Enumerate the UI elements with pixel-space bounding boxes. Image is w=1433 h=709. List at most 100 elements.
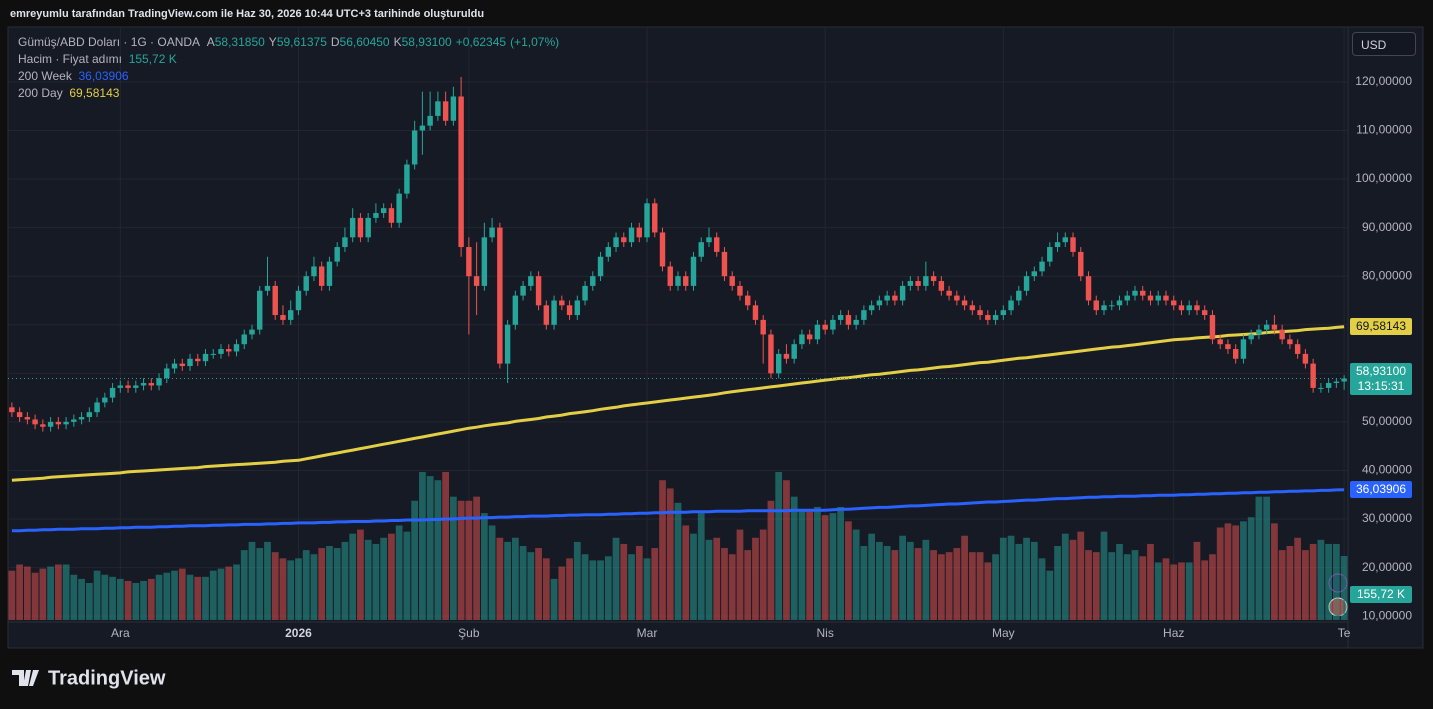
candle-body: [458, 96, 464, 248]
volume-bar: [635, 546, 643, 620]
volume-bar: [674, 502, 682, 620]
volume-bar: [155, 574, 163, 620]
volume-bar: [597, 560, 604, 620]
candle-body: [930, 276, 937, 282]
candle-body: [373, 213, 379, 218]
candle-body: [1279, 329, 1285, 340]
currency-button[interactable]: USD: [1352, 32, 1416, 56]
candle-body: [473, 276, 480, 286]
volume-bar: [1170, 564, 1178, 620]
candle-body: [628, 227, 635, 243]
candle-body: [1132, 290, 1138, 296]
volume-bar: [690, 533, 697, 620]
volume-bar: [643, 558, 651, 620]
candle-body: [938, 281, 945, 291]
candle-body: [1209, 315, 1216, 340]
legend-row: 200 Day 69,58143: [18, 85, 563, 102]
candle-body: [164, 368, 170, 379]
candle-body: [1101, 305, 1107, 311]
legend-row: 200 Week 36,03906: [18, 68, 563, 85]
candle-body: [380, 208, 387, 214]
volume-bar: [1317, 539, 1325, 620]
candle-body: [334, 247, 340, 262]
volume-bar: [457, 500, 465, 620]
volume-bar: [992, 554, 999, 620]
candle-body: [745, 295, 751, 306]
x-tick-label: Ara: [111, 626, 130, 640]
volume-name: Hacim · Fiyat adımı: [18, 52, 123, 66]
candle-body: [24, 417, 31, 420]
volume-bar: [682, 525, 690, 620]
y-tick-label: 90,00000: [1362, 220, 1412, 234]
ohlc-value: 59,61375: [276, 35, 327, 49]
volume-bar: [1069, 539, 1077, 620]
volume-bar: [744, 550, 752, 620]
candle-body: [357, 217, 364, 238]
volume-bar: [163, 572, 171, 620]
candle-body: [1232, 349, 1239, 359]
volume-bar: [202, 576, 209, 620]
logo-text: TradingView: [48, 667, 166, 689]
candle-body: [652, 203, 658, 233]
volume-bar: [1271, 523, 1278, 620]
candle-body: [148, 383, 155, 386]
volume-bar: [1108, 552, 1116, 620]
volume-bar: [697, 513, 705, 620]
candle-body: [125, 385, 131, 388]
ma-price-tag: 36,03906: [1350, 481, 1412, 499]
logo: TradingView: [12, 667, 166, 689]
candle-body: [295, 290, 302, 311]
volume-bar: [357, 529, 364, 620]
volume-bar: [1007, 535, 1015, 620]
volume-bar: [326, 546, 333, 620]
candle-body: [1078, 251, 1084, 277]
candle-body: [1155, 295, 1161, 301]
candle-body: [280, 315, 286, 320]
candle-body: [621, 237, 627, 243]
volume-bar: [860, 546, 868, 620]
volume-bar: [1123, 554, 1131, 620]
volume-bar: [845, 521, 852, 620]
volume-bar: [1178, 562, 1185, 620]
candle-body: [551, 300, 557, 325]
volume-bar: [488, 525, 496, 620]
volume-bar: [728, 554, 736, 620]
candle-body: [814, 324, 821, 340]
volume-bar: [1278, 550, 1286, 620]
candle-body: [706, 237, 712, 243]
volume-bar: [1309, 543, 1317, 620]
candle-body: [1310, 363, 1316, 388]
volume-bar: [736, 529, 744, 620]
volume-bar: [1131, 550, 1139, 620]
candle-body: [450, 96, 457, 121]
candle-body: [590, 276, 596, 286]
candle-body: [241, 334, 247, 345]
volume-bar: [852, 529, 860, 620]
volume-bar: [775, 472, 783, 620]
candle-body: [1085, 276, 1092, 301]
volume-bar: [23, 566, 31, 620]
candle-body: [868, 305, 875, 311]
volume-bar: [209, 570, 217, 620]
candle-body: [775, 353, 782, 374]
candle-body: [768, 334, 774, 374]
volume-bar: [1232, 525, 1240, 620]
candle-body: [1054, 242, 1061, 248]
volume-bar: [31, 572, 39, 620]
volume-bar: [566, 558, 573, 620]
change: +0,62345: [455, 35, 507, 49]
ohlc: A58,31850 Y59,61375 D56,60450 K58,93100: [207, 35, 456, 49]
volume-bar: [1294, 537, 1302, 620]
change-pct: (+1,07%): [510, 35, 560, 49]
candle-body: [992, 315, 999, 320]
candle-body: [1333, 381, 1340, 384]
y-tick-label: 30,00000: [1362, 511, 1412, 525]
candle-body: [977, 310, 983, 316]
volume-bar: [1325, 543, 1333, 620]
volume-bar: [790, 496, 798, 620]
volume-bar: [1302, 550, 1309, 620]
x-tick-label: Mar: [637, 626, 658, 640]
candle-body: [365, 217, 371, 238]
